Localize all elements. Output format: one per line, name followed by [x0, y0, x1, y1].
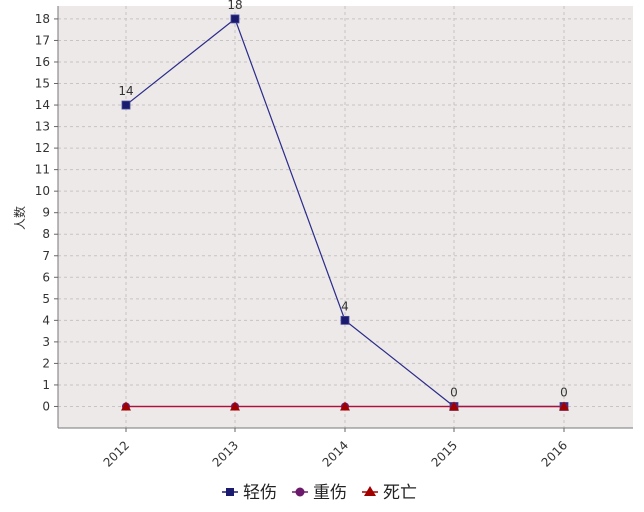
legend-marker-triangle: [364, 486, 376, 496]
data-label: 4: [341, 299, 349, 313]
y-tick-label: 9: [42, 206, 50, 220]
marker-triangle: [340, 401, 350, 411]
y-tick-label: 15: [35, 77, 50, 91]
x-tick-label: 2012: [101, 438, 132, 469]
x-tick-label: 2016: [539, 438, 570, 469]
legend: 轻伤 重伤 死亡: [222, 483, 417, 503]
x-axis-ticks: 2012 2013 2014 2015 2016: [101, 428, 570, 470]
data-label: 18: [227, 0, 242, 12]
marker-square: [121, 100, 131, 110]
legend-label: 轻伤: [243, 483, 277, 503]
x-tick-label: 2015: [429, 438, 460, 469]
y-tick-label: 11: [35, 163, 50, 177]
grid: [58, 6, 633, 428]
data-label: 0: [450, 385, 458, 399]
y-tick-label: 13: [35, 120, 50, 134]
marker-square: [230, 14, 240, 24]
y-tick-label: 10: [35, 184, 50, 198]
y-tick-label: 8: [42, 227, 50, 241]
marker-square: [340, 315, 350, 325]
y-tick-label: 18: [35, 12, 50, 26]
legend-marker-circle: [295, 487, 305, 497]
y-tick-label: 6: [42, 270, 50, 284]
x-tick-label: 2013: [210, 438, 241, 469]
y-tick-label: 3: [42, 335, 50, 349]
y-tick-label: 1: [42, 378, 50, 392]
y-tick-label: 4: [42, 313, 50, 327]
data-labels: 14 18 4 0 0: [118, 0, 567, 399]
data-label: 14: [118, 84, 133, 98]
y-tick-label: 14: [35, 98, 50, 112]
y-tick-label: 0: [42, 399, 50, 413]
marker-triangle: [121, 401, 131, 411]
y-axis-label: 人数: [12, 206, 27, 230]
y-tick-label: 7: [42, 249, 50, 263]
legend-marker-square: [226, 488, 234, 496]
y-tick-label: 2: [42, 356, 50, 370]
y-tick-label: 16: [35, 55, 50, 69]
y-tick-label: 5: [42, 292, 50, 306]
legend-label: 重伤: [313, 483, 347, 503]
y-tick-label: 12: [35, 141, 50, 155]
marker-triangle: [230, 401, 240, 411]
series-group: [121, 14, 569, 411]
y-tick-label: 17: [35, 33, 50, 47]
data-label: 0: [560, 385, 568, 399]
marker-triangle: [449, 401, 459, 411]
x-tick-label: 2014: [320, 438, 351, 469]
legend-label: 死亡: [383, 483, 417, 503]
marker-triangle: [559, 401, 569, 411]
